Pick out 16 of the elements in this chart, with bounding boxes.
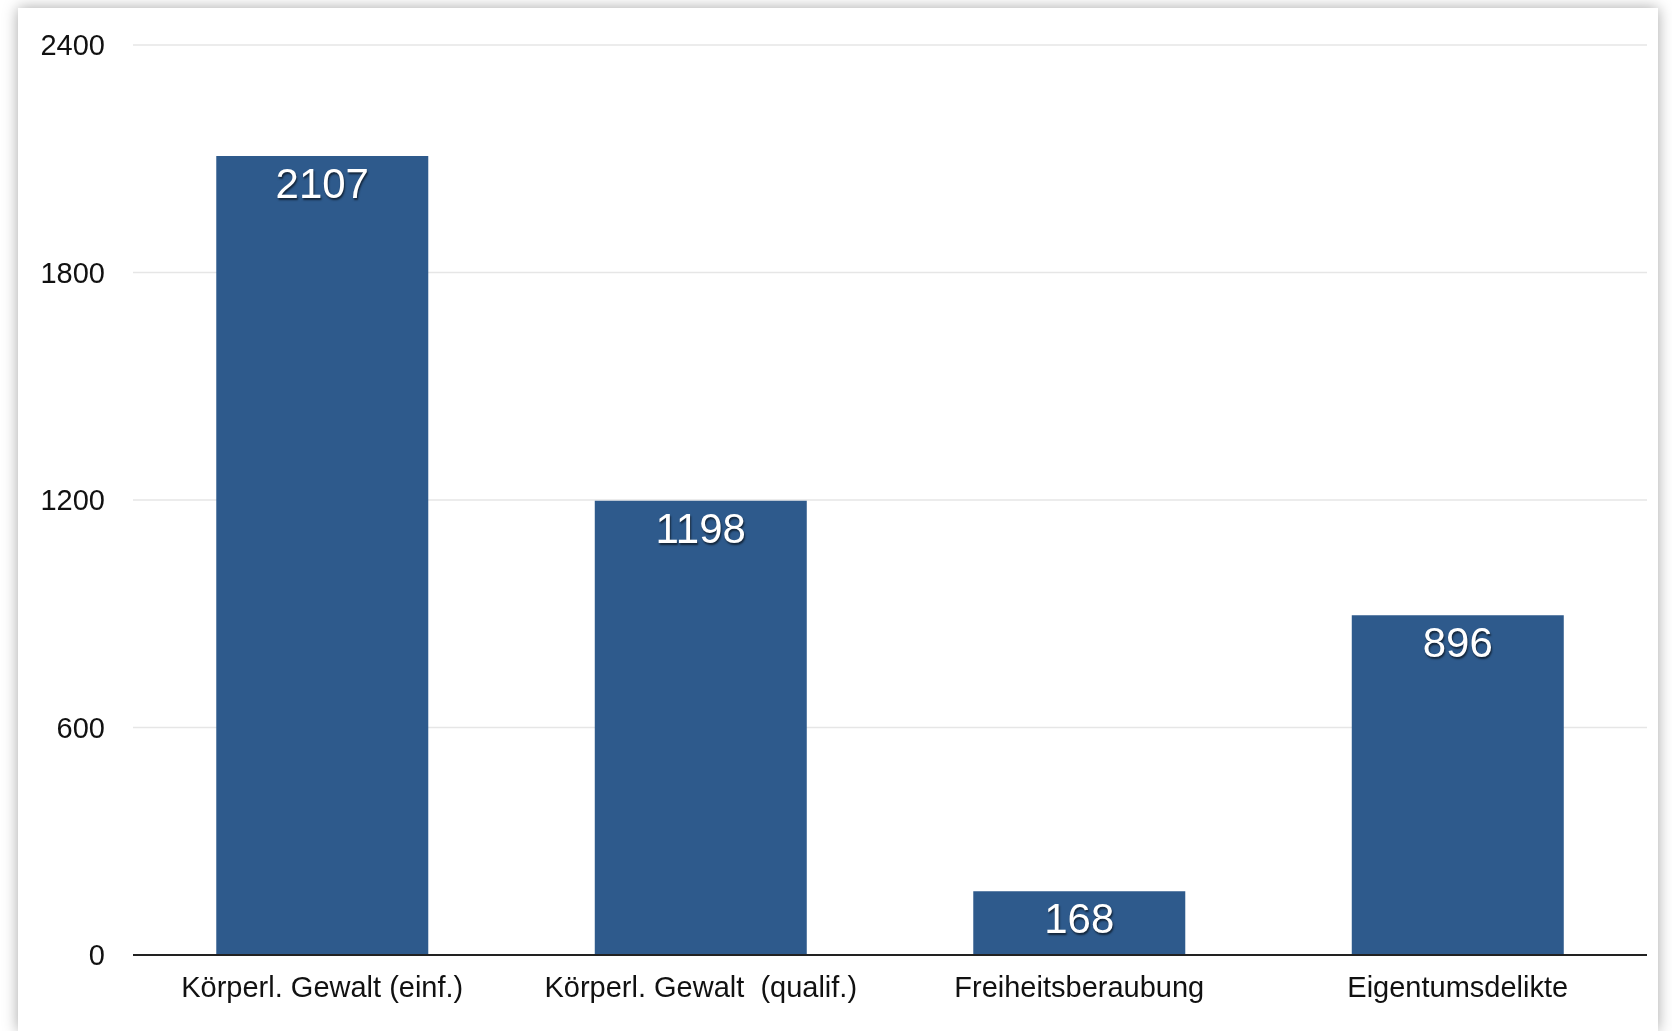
x-tick-label: Körperl. Gewalt (einf.) [181,971,464,1003]
y-tick-label: 600 [56,711,105,744]
data-label: 896 [1422,619,1493,667]
x-tick-label: Körperl. Gewalt (qualif.) [544,971,858,1003]
bar [216,156,429,955]
data-label: 168 [1044,895,1115,943]
bar [594,500,807,955]
data-label: 2107 [275,159,369,207]
data-label: 1198 [655,504,746,552]
x-tick-label: Eigentumsdelikte [1347,971,1569,1003]
y-tick-label: 1200 [40,484,105,517]
y-tick-label: 0 [88,939,105,972]
y-tick-label: 1800 [40,256,105,289]
x-tick-label: Freiheitsberaubung [954,971,1205,1003]
y-tick-label: 2400 [40,29,105,62]
bar [1351,615,1564,955]
